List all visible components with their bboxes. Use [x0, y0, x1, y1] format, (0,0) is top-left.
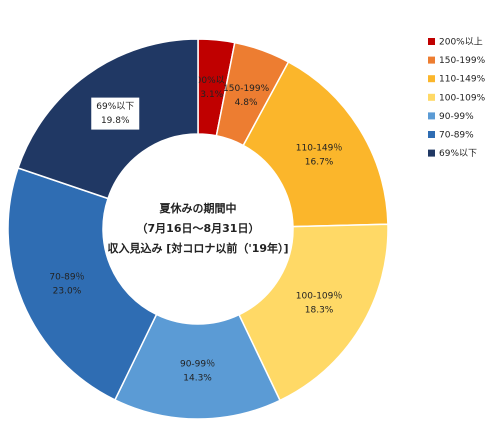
legend-label: 200%以上	[439, 37, 483, 48]
legend-label: 100-109%	[439, 93, 486, 103]
value-label: 18.3%	[305, 306, 334, 316]
legend-swatch	[428, 112, 435, 120]
center-text: （7月16日～8月31日）	[137, 222, 260, 235]
slice-label: 110-149％	[296, 142, 343, 153]
slice-label: 90-99％	[180, 358, 215, 369]
value-label: 23.0%	[53, 286, 82, 296]
slice-label: 100-109％	[296, 291, 343, 302]
legend-swatch	[428, 56, 435, 64]
legend-swatch	[428, 149, 435, 157]
label-box	[91, 97, 140, 130]
legend-swatch	[428, 131, 435, 138]
slice	[237, 223, 389, 402]
value-label: 16.7%	[305, 157, 334, 167]
legend-label: 90-99%	[439, 112, 474, 122]
value-label: 14.3%	[183, 373, 212, 383]
slice	[7, 167, 158, 401]
center-text: 夏休みの期間中	[160, 201, 237, 215]
slice-label: 200%以上	[190, 75, 234, 86]
slice-label: 150-199%	[223, 84, 270, 94]
slice-label: 69%以下	[96, 102, 134, 112]
legend-label: 70-89%	[439, 131, 474, 141]
value-label: 3.1%	[200, 90, 223, 100]
legend-label: 150-199%	[439, 56, 486, 66]
slice-label: 70-89％	[49, 271, 84, 282]
legend-swatch	[428, 38, 435, 45]
legend-swatch	[428, 93, 435, 101]
slice	[242, 60, 389, 228]
value-label: 19.8%	[101, 116, 130, 126]
legend-label: 110-149%	[439, 75, 486, 85]
legend-label: 69%以下	[439, 149, 477, 159]
center-text: 収入見込み [対コロナ以前（'19年）]	[107, 241, 288, 255]
legend-swatch	[428, 75, 435, 83]
value-label: 4.8%	[235, 98, 258, 108]
